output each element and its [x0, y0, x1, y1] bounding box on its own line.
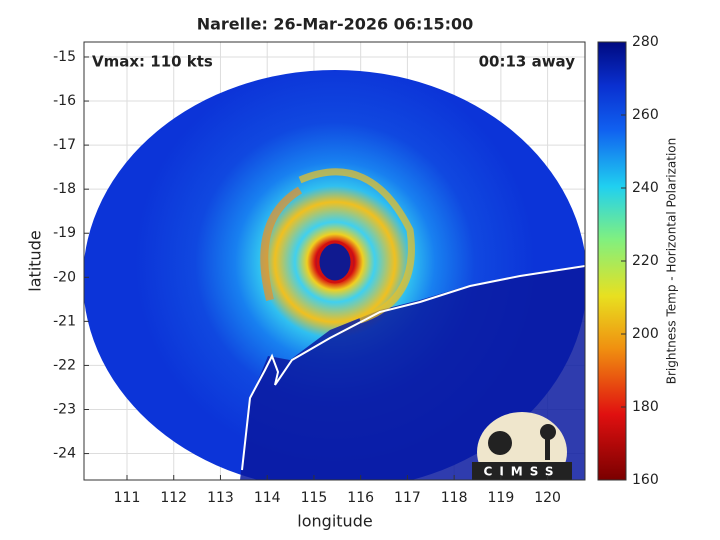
x-tick-label: 113	[207, 490, 234, 506]
y-tick-label: -18	[53, 181, 76, 197]
colorbar-tick-label: 240	[632, 180, 659, 196]
logo-tower	[545, 430, 550, 460]
y-tick-label: -20	[53, 269, 76, 285]
colorbar-tick-label: 280	[632, 34, 659, 50]
x-tick-label: 119	[488, 490, 515, 506]
colorbar-tick-label: 160	[632, 472, 659, 488]
x-tick-label: 112	[160, 490, 187, 506]
axes: 111 112 113 114 115 116 117 118 119 120 -15 -16 -17 -…	[53, 34, 659, 506]
annotation: 00:13 away	[479, 53, 576, 71]
title: Narelle: 26-Mar-2026 06:15:00	[197, 15, 474, 34]
rainband	[298, 168, 415, 324]
plot-area: CIMSS Vmax: 110 kts 00:13 away	[83, 41, 586, 481]
y-tick-label: -22	[53, 357, 76, 373]
colorbar-tick-label: 180	[632, 399, 659, 415]
annotation: Vmax: 110 kts	[92, 53, 213, 71]
rainband	[260, 186, 303, 301]
y-tick-label: -19	[53, 225, 76, 241]
y-tick-label: -23	[53, 401, 76, 417]
eye	[316, 240, 354, 284]
x-axis-label: longitude	[297, 512, 372, 531]
x-tick-label: 115	[301, 490, 328, 506]
colorbar-tick-label: 220	[632, 253, 659, 269]
y-tick-label: -15	[53, 49, 76, 65]
swath: CIMSS	[84, 70, 585, 480]
colorbar-tick-label: 200	[632, 326, 659, 342]
colorbar-tick-label: 260	[632, 107, 659, 123]
logo-tank	[540, 424, 556, 440]
y-tick-label: -24	[53, 446, 76, 462]
plot-frame	[83, 41, 586, 481]
x-tick-label: 117	[394, 490, 421, 506]
x-tick-label: 114	[254, 490, 281, 506]
x-tick-label: 118	[441, 490, 468, 506]
y-tick-label: -16	[53, 93, 76, 109]
y-axis-label: latitude	[26, 230, 45, 291]
y-tick-label: -21	[53, 313, 76, 329]
x-tick-label: 120	[534, 490, 561, 506]
coastline	[241, 265, 585, 471]
y-tick-label: -17	[53, 137, 76, 153]
logo-dish	[488, 431, 512, 455]
logo-bar	[472, 462, 572, 480]
x-tick-label: 116	[347, 490, 374, 506]
x-tick-label: 111	[114, 490, 141, 506]
colorbar-label: Brightness Temp - Horizontal Polarizatio…	[665, 138, 679, 385]
logo-text: CIMSS	[484, 465, 561, 479]
